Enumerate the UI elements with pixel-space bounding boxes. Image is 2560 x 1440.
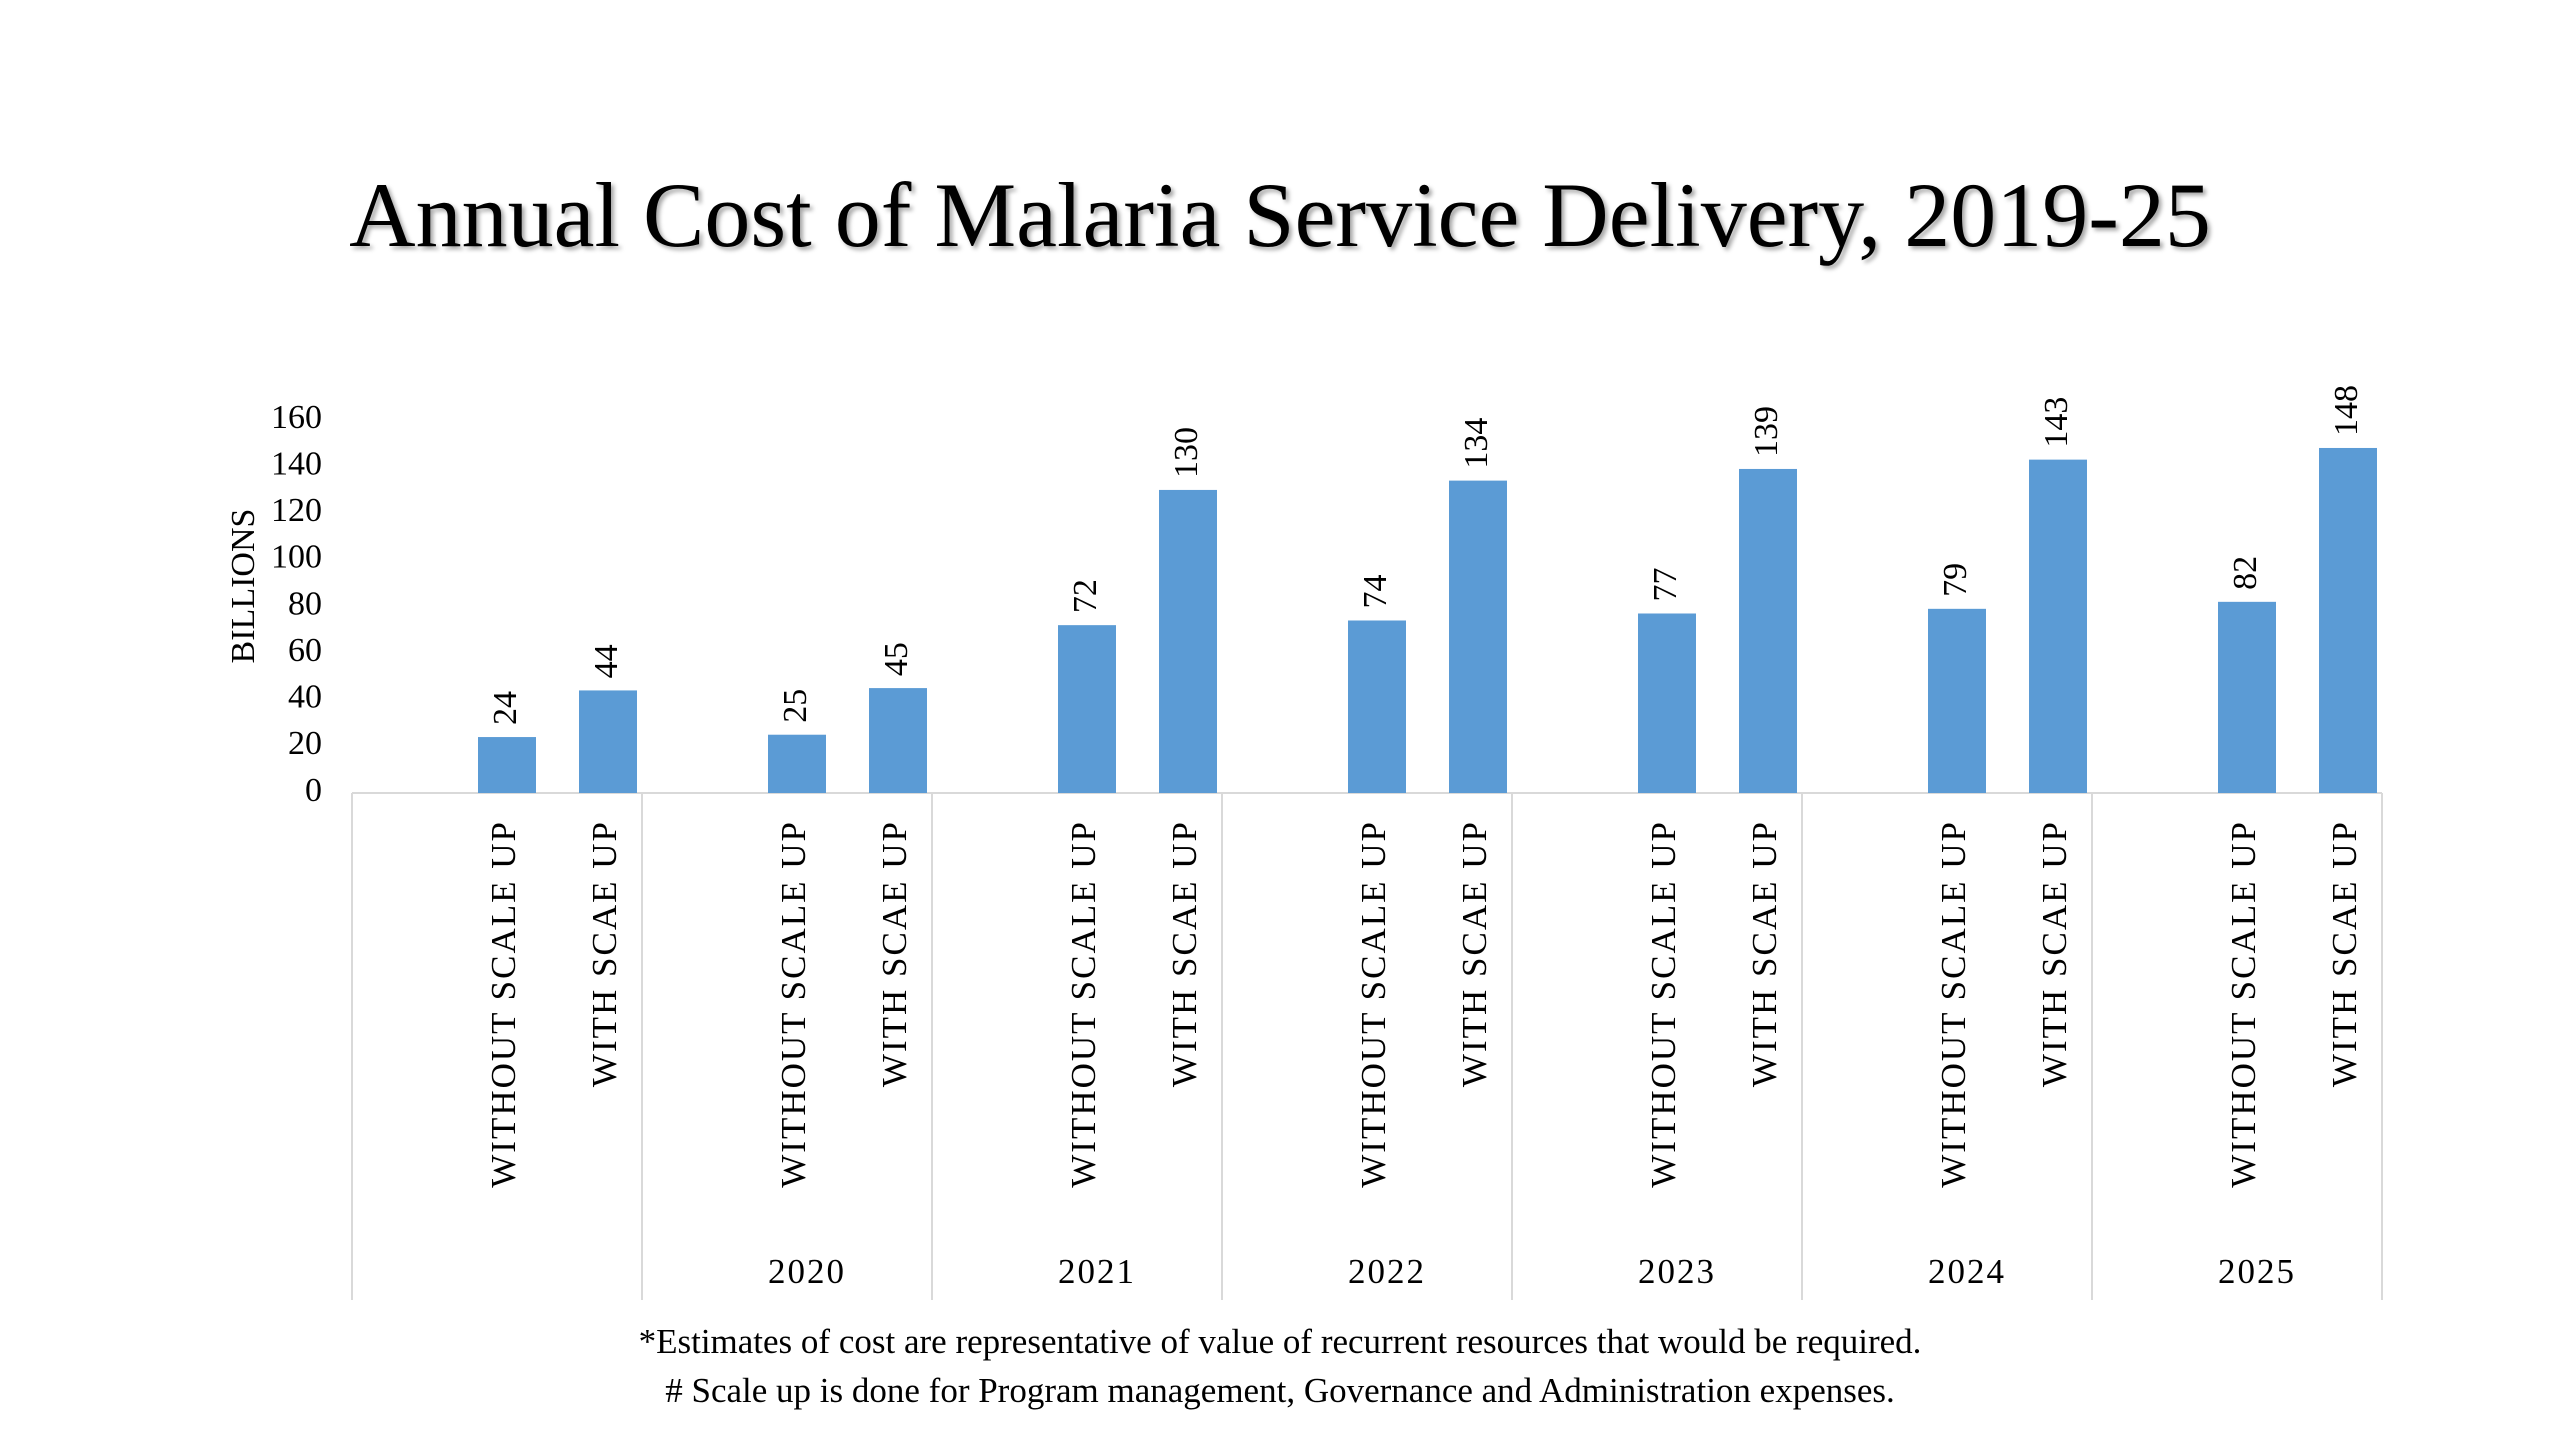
- data-label: 24: [487, 691, 524, 725]
- category-label: WITHOUT SCALE UP: [1644, 820, 1683, 1188]
- y-tick-label: 100: [271, 539, 322, 576]
- bar: [1739, 468, 1797, 793]
- category-label: WITHOUT SCALE UP: [1934, 820, 1973, 1188]
- bar: [1348, 620, 1406, 793]
- category-label: WITH SCAE UP: [2035, 820, 2074, 1087]
- bar: [768, 734, 826, 793]
- footnote-estimates: *Estimates of cost are representative of…: [638, 1322, 1922, 1361]
- category-label: WITH SCAE UP: [585, 820, 624, 1087]
- data-label: 82: [2227, 556, 2264, 590]
- bar: [869, 688, 927, 793]
- y-tick-label: 80: [288, 585, 322, 622]
- y-tick-label: 0: [305, 772, 322, 809]
- bar: [2029, 459, 2087, 793]
- data-label: 139: [1748, 406, 1785, 457]
- y-tick-label: 120: [271, 492, 322, 529]
- y-tick-label: 60: [288, 632, 322, 669]
- year-label: 2021: [1058, 1252, 1136, 1291]
- bar: [2218, 601, 2276, 793]
- chart-title: Annual Cost of Malaria Service Delivery,…: [349, 164, 2211, 266]
- bar: [1058, 625, 1116, 793]
- year-label: 2024: [1928, 1252, 2006, 1291]
- data-label: 79: [1937, 563, 1974, 597]
- bar: [1449, 480, 1507, 793]
- category-label: WITH SCAE UP: [2325, 820, 2364, 1087]
- bar: [1159, 489, 1217, 793]
- category-label: WITH SCAE UP: [1165, 820, 1204, 1087]
- data-label: 134: [1458, 418, 1495, 469]
- data-label: 130: [1168, 427, 1205, 478]
- year-label: 2025: [2218, 1252, 2296, 1291]
- data-label: 143: [2038, 397, 2075, 448]
- category-label: WITH SCAE UP: [1745, 820, 1784, 1087]
- category-label: WITHOUT SCALE UP: [774, 820, 813, 1188]
- bar: [2319, 447, 2377, 793]
- category-label: WITH SCAE UP: [875, 820, 914, 1087]
- data-label: 72: [1067, 579, 1104, 613]
- year-label: 2022: [1348, 1252, 1426, 1291]
- y-tick-label: 20: [288, 725, 322, 762]
- y-tick-label: 40: [288, 679, 322, 716]
- y-tick-label: 160: [271, 399, 322, 436]
- y-tick-label: 140: [271, 445, 322, 482]
- bar: [1638, 613, 1696, 793]
- category-label: WITHOUT SCALE UP: [2224, 820, 2263, 1188]
- data-label: 44: [588, 644, 625, 678]
- bar: [579, 690, 637, 793]
- category-label: WITH SCAE UP: [1455, 820, 1494, 1087]
- footnote-scale-up: # Scale up is done for Program managemen…: [665, 1371, 1895, 1410]
- year-label: 2020: [768, 1252, 846, 1291]
- year-label: 2023: [1638, 1252, 1716, 1291]
- data-label: 25: [777, 689, 814, 723]
- data-label: 45: [878, 642, 915, 676]
- y-axis-label: BILLIONS: [225, 509, 262, 664]
- category-label: WITHOUT SCALE UP: [1064, 820, 1103, 1188]
- category-label: WITHOUT SCALE UP: [1354, 820, 1393, 1188]
- data-label: 148: [2328, 385, 2365, 436]
- bar: [1928, 608, 1986, 793]
- data-label: 77: [1647, 567, 1684, 601]
- bar: [478, 737, 536, 793]
- data-label: 74: [1357, 574, 1394, 608]
- category-label: WITHOUT SCALE UP: [484, 820, 523, 1188]
